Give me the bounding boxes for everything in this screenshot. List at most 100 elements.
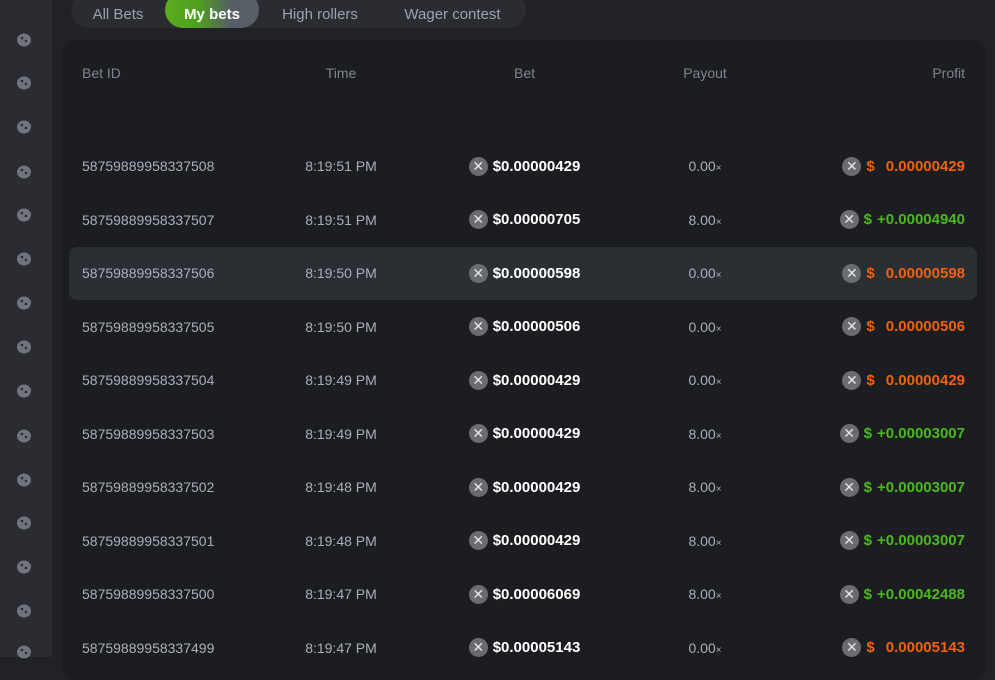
bet-time: 8:19:47 PM [305,586,377,602]
payout-value: 0.00 [688,265,716,281]
profit: ✕ $ +0.00003007 [839,473,965,501]
profit-value: +0.00042488 [876,585,965,603]
profit-value: 0.00000598 [885,264,965,282]
bet-id[interactable]: 58759889958337504 [82,372,215,388]
turtle-icon[interactable] [14,381,34,401]
header-bet: Bet [513,65,535,81]
xrp-icon: ✕ [839,584,859,604]
bomb-icon[interactable] [14,162,34,182]
eggs-icon[interactable] [14,293,34,313]
bet-amount-value: $0.00005143 [492,639,581,656]
payout-value: 8.00 [688,532,716,549]
wheel-icon[interactable] [14,249,34,269]
payout-value: 8.00 [688,586,716,602]
xrp-icon: ✕ [468,370,488,390]
tab-wager-contest[interactable]: Wager contest [404,5,501,23]
coins-icon[interactable] [14,337,34,357]
slot-machine-icon[interactable] [14,470,34,490]
monster-icon[interactable] [14,117,34,137]
ball-icon[interactable] [14,426,34,446]
bet-id[interactable]: 58759889958337507 [82,211,215,228]
bet-amount-value: $0.00000506 [492,318,581,335]
profit: ✕ $0.00005143 [842,634,965,662]
bet-amount: ✕ $0.00000429 [442,420,607,448]
bet-id[interactable]: 58759889958337499 [82,639,215,656]
payout: 0.00× [655,265,755,281]
payout-value: 0.00 [688,639,716,656]
multiplier-sign: × [715,644,722,656]
bet-amount-value: $0.00000429 [492,371,581,389]
profit-value: +0.00004940 [876,211,965,228]
tab-high-rollers[interactable]: High rollers [282,5,358,23]
table-row[interactable]: 58759889958337506 8:19:50 PM ✕ $0.0000059… [69,247,977,300]
bet-time: 8:19:50 PM [305,265,377,281]
multiplier-sign: × [715,537,722,549]
profit-value: +0.00003007 [876,478,965,496]
bet-id[interactable]: 58759889958337505 [82,318,215,335]
profit-value: +0.00003007 [876,532,965,549]
bet-id[interactable]: 58759889958337506 [82,265,215,281]
multiplier-sign: × [715,484,722,495]
table-row[interactable]: 58759889958337500 8:19:47 PM ✕ $0.0000606… [69,568,977,621]
multiplier-sign: × [715,270,722,281]
profit-value: 0.00000429 [885,371,965,389]
bet-amount-value: $0.00000429 [492,532,581,549]
xrp-icon: ✕ [468,477,488,497]
header-payout: Payout [683,65,727,81]
profit: ✕ $0.00000598 [842,259,965,287]
bet-amount-value: $0.00000705 [492,211,581,228]
bet-amount-value: $0.00000598 [492,264,581,282]
table-row[interactable]: 58759889958337508 8:19:51 PM ✕ $0.0000042… [69,140,977,193]
profit-currency: $ [866,318,875,335]
payout: 0.00× [655,372,755,388]
bet-id[interactable]: 58759889958337502 [82,479,215,495]
table-row[interactable]: 58759889958337502 8:19:48 PM ✕ $0.0000042… [69,461,977,514]
xrp-icon: ✕ [468,156,488,176]
xrp-icon: ✕ [468,584,488,604]
sword-icon[interactable] [14,557,34,577]
profit-currency: $ [863,585,872,603]
bet-id[interactable]: 58759889958337503 [82,425,215,442]
bet-amount: ✕ $0.00006069 [442,580,607,608]
profit-value: 0.00005143 [885,639,965,656]
payout-value: 0.00 [688,318,716,335]
payout-value: 0.00 [688,372,716,388]
payout-value: 8.00 [688,479,716,495]
roulette-icon[interactable] [14,205,34,225]
profit-currency: $ [866,264,875,282]
bet-time: 8:19:51 PM [305,158,377,174]
table-row[interactable]: 58759889958337507 8:19:51 PM ✕ $0.0000070… [69,194,977,247]
payout-value: 8.00 [688,425,716,442]
table-row[interactable]: 58759889958337501 8:19:48 PM ✕ $0.0000042… [69,515,977,568]
table-row[interactable]: 58759889958337504 8:19:49 PM ✕ $0.0000042… [69,354,977,407]
bet-id[interactable]: 58759889958337500 [82,586,215,602]
bet-amount-value: $0.00000429 [492,425,581,442]
payout: 0.00× [655,640,755,656]
table-row[interactable]: 58759889958337505 8:19:50 PM ✕ $0.0000050… [69,301,977,354]
bet-time: 8:19:48 PM [305,479,377,495]
profit-currency: $ [863,425,872,442]
profit-currency: $ [863,478,872,496]
ring-icon[interactable] [14,513,34,533]
bet-time: 8:19:50 PM [305,318,377,335]
bet-id[interactable]: 58759889958337501 [82,532,215,549]
bet-amount-value: $0.00000429 [492,478,581,496]
wheel-cart-icon[interactable] [14,601,34,621]
tab-my-bets[interactable]: My bets [165,0,259,28]
xrp-icon: ✕ [842,263,862,283]
dice-icon[interactable] [14,73,34,93]
bet-amount-value: $0.00006069 [492,585,581,603]
payout: 8.00× [655,533,755,549]
xrp-icon: ✕ [839,424,859,443]
tab-all-bets[interactable]: All Bets [92,5,144,23]
truck-icon[interactable] [14,642,34,662]
bet-time: 8:19:49 PM [305,372,377,388]
bet-id[interactable]: 58759889958337508 [82,158,215,174]
table-row[interactable]: 58759889958337499 8:19:47 PM ✕ $0.0000514… [69,622,977,675]
header-profit: Profit [932,65,965,81]
bet-amount: ✕ $0.00000429 [442,527,607,555]
table-row[interactable]: 58759889958337503 8:19:49 PM ✕ $0.0000042… [69,408,977,461]
comet-icon[interactable] [14,30,34,50]
bets-table: Bet ID Time Bet Payout Profit 5875988995… [62,40,986,680]
profit-currency: $ [863,532,872,549]
